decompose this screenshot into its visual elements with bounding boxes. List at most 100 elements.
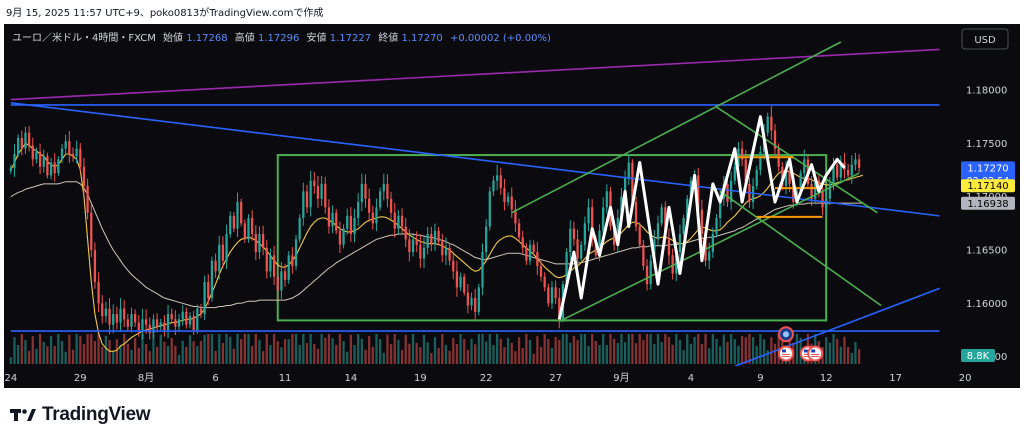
candle-body — [667, 239, 671, 256]
candle-body — [196, 308, 199, 330]
candle-body — [755, 170, 758, 186]
volume-bar — [346, 351, 349, 364]
volume-bar — [693, 337, 696, 364]
candle-body — [232, 215, 236, 229]
candle-body — [847, 170, 850, 176]
legend-change: +0.00002 (+0.00%) — [450, 33, 551, 44]
candle-body — [203, 282, 206, 314]
candle-body — [93, 250, 97, 282]
volume-bar — [17, 345, 20, 364]
price-axis-label: 1.17500 — [966, 139, 1007, 150]
candle-body — [90, 212, 93, 250]
candle-body — [24, 132, 27, 149]
candle-body — [229, 215, 232, 234]
candle-body — [38, 151, 42, 167]
volume-bar — [251, 346, 254, 364]
candle-body — [547, 287, 550, 304]
event-us-flag-icon[interactable] — [807, 345, 824, 362]
candle-body — [152, 319, 155, 334]
tradingview-footer: TradingView — [10, 404, 151, 426]
price-chart[interactable]: 1.180001.175001.170001.165001.160001.155… — [4, 24, 1020, 388]
volume-bar — [543, 334, 546, 364]
volume-bar — [671, 344, 674, 364]
candle-body — [452, 260, 455, 272]
volume-bar — [152, 334, 155, 364]
candle-body — [700, 209, 704, 234]
candle-body — [572, 228, 576, 240]
event-us-flag-icon[interactable] — [777, 345, 794, 362]
volume-bar — [554, 337, 557, 364]
volume-bar — [426, 342, 429, 364]
candle-body — [287, 255, 290, 280]
currency-button[interactable]: USD — [961, 28, 1009, 50]
volume-bar — [441, 334, 444, 364]
candle-body — [514, 209, 517, 224]
volume-bar — [689, 343, 693, 364]
candle-body — [298, 218, 301, 240]
candle-body — [112, 314, 115, 325]
candle-body — [218, 244, 221, 272]
candle-body — [71, 154, 75, 157]
candle-body — [448, 247, 451, 261]
candle-body — [378, 191, 382, 208]
volume-bar — [616, 343, 619, 364]
candle-body — [792, 183, 795, 202]
volume-bar — [101, 346, 104, 364]
time-axis-label: 20 — [959, 373, 972, 384]
volume-bar — [415, 343, 418, 364]
volume-bar — [506, 338, 510, 364]
candle-body — [338, 230, 342, 245]
candle-body — [148, 324, 151, 334]
candle-body — [751, 186, 755, 202]
volume-bar — [605, 345, 608, 364]
candle-body — [31, 145, 34, 160]
volume-bar — [514, 351, 517, 364]
candle-body — [744, 159, 747, 184]
candle-body — [554, 287, 557, 298]
volume-bar — [660, 342, 663, 364]
volume-bar — [31, 336, 34, 364]
volume-bar — [437, 348, 440, 364]
candle-body — [46, 156, 49, 176]
volume-bar — [258, 339, 261, 364]
volume-bar — [602, 334, 605, 364]
candle-body — [404, 226, 407, 240]
volume-bar — [536, 336, 539, 364]
candle-body — [349, 215, 353, 234]
event-globe-center — [782, 331, 789, 338]
candle-body — [64, 141, 67, 149]
volume-bar — [9, 357, 12, 364]
currency-button-frame[interactable] — [961, 28, 1009, 50]
event-icons[interactable] — [777, 326, 824, 362]
price-tag — [961, 196, 1015, 210]
candle-body — [726, 183, 729, 202]
candle-body — [495, 175, 499, 181]
candle-body — [704, 234, 707, 261]
volume-bar — [335, 344, 338, 364]
volume-bar — [382, 352, 385, 364]
volume-bar — [733, 339, 736, 364]
volume-bar — [86, 334, 89, 364]
candle-body — [9, 167, 12, 172]
price-axis-label: 1.16500 — [966, 246, 1007, 257]
volume-bar — [371, 347, 374, 364]
candle-body — [207, 282, 210, 298]
candle-body — [506, 196, 510, 202]
volume-bar — [397, 339, 400, 364]
flag-canton — [803, 349, 808, 353]
candle-body — [857, 159, 861, 168]
volume-bar — [404, 334, 407, 364]
volume-bar — [591, 334, 594, 364]
volume-bar — [20, 334, 23, 364]
currency-button-label[interactable]: USD — [974, 35, 996, 46]
volume-bar — [93, 341, 97, 364]
volume-bar — [744, 337, 747, 364]
time-axis-label: 14 — [345, 373, 358, 384]
time-axis[interactable]: 24298月611141922279月4912172025 — [4, 372, 1020, 384]
volume-bar — [309, 334, 312, 364]
candle-body — [598, 230, 601, 256]
volume-bar — [148, 351, 151, 364]
volume-bar — [795, 334, 799, 364]
chart-panel[interactable]: 1.180001.175001.170001.165001.160001.155… — [4, 24, 1020, 388]
candle-body — [101, 303, 104, 317]
